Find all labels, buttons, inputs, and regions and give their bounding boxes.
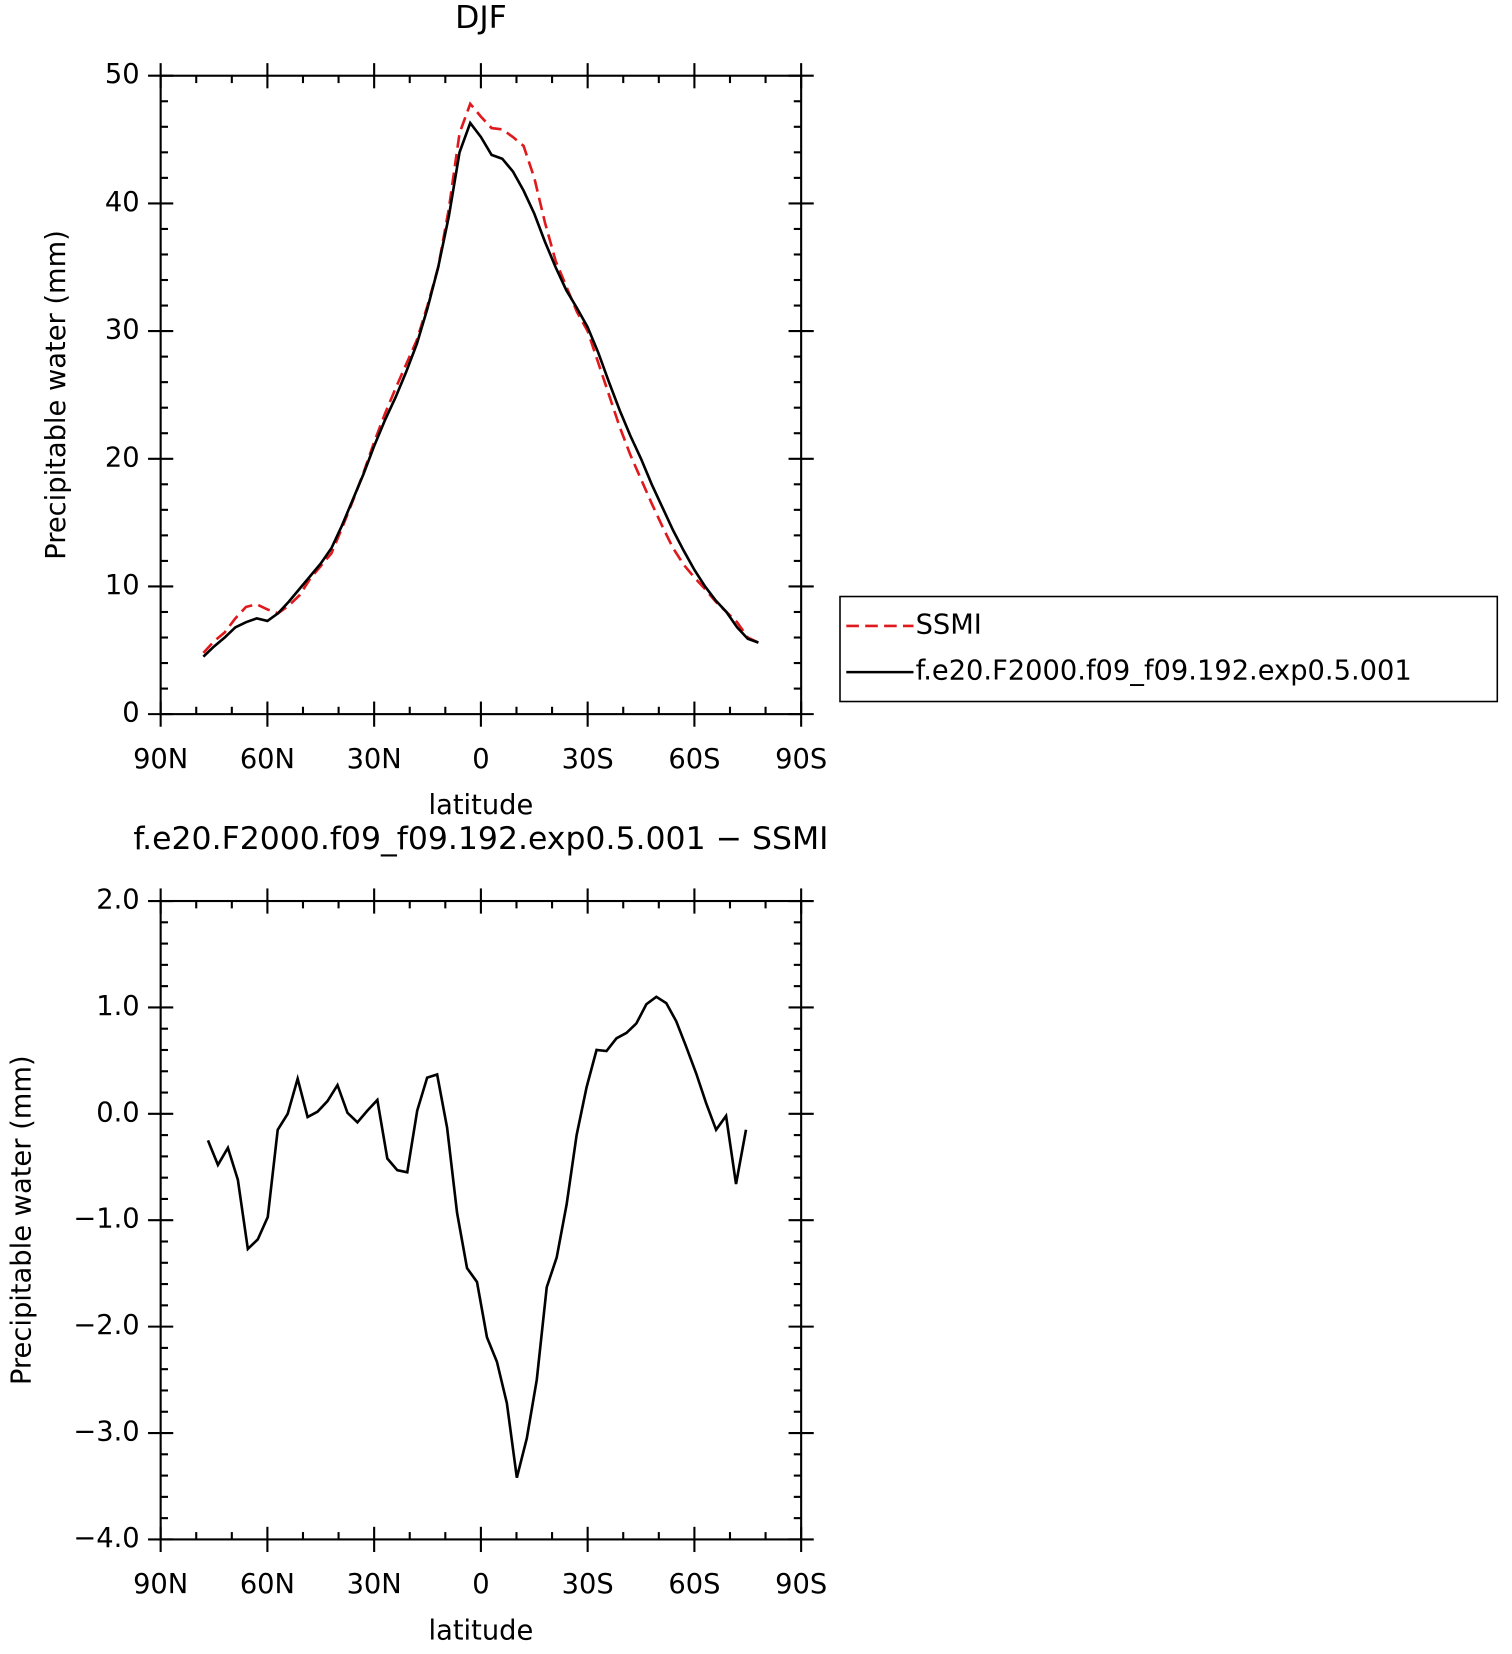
- y-tick-label: 30: [105, 315, 140, 346]
- x-axis-label: latitude: [429, 790, 534, 821]
- y-axis-label: Precipitable water (mm): [41, 230, 72, 560]
- x-tick-label: 90S: [775, 744, 827, 775]
- legend-box: [839, 595, 1499, 703]
- y-tick-label: 0.0: [96, 1097, 139, 1128]
- data-line: [206, 995, 748, 1479]
- x-tick-label: 90S: [775, 1569, 827, 1600]
- chart-title: DJF: [455, 0, 507, 36]
- x-tick-label: 0: [472, 744, 489, 775]
- x-tick-label: 60N: [240, 744, 295, 775]
- y-tick-label: 1.0: [96, 991, 139, 1022]
- data-line: [202, 101, 760, 654]
- x-tick-label: 0: [472, 1569, 489, 1600]
- x-tick-label: 30N: [347, 1569, 402, 1600]
- x-axis-label: latitude: [429, 1615, 534, 1646]
- x-tick-label: 90N: [133, 744, 188, 775]
- y-axis-label: Precipitable water (mm): [7, 1055, 38, 1385]
- chart-title: f.e20.F2000.f09_f09.192.exp0.5.001 − SSM…: [133, 821, 828, 857]
- legend-label: f.e20.F2000.f09_f09.192.exp0.5.001: [916, 656, 1412, 687]
- y-tick-label: −4.0: [73, 1523, 139, 1554]
- y-tick-label: 10: [105, 570, 140, 601]
- y-tick-label: 0: [122, 698, 139, 729]
- y-tick-label: −2.0: [73, 1310, 139, 1341]
- y-tick-label: 2.0: [96, 885, 139, 916]
- x-tick-label: 90N: [133, 1569, 188, 1600]
- x-tick-label: 30S: [562, 1569, 614, 1600]
- y-tick-label: 20: [105, 442, 140, 473]
- y-tick-label: −3.0: [73, 1417, 139, 1448]
- legend-label: SSMI: [916, 609, 982, 640]
- x-tick-label: 30S: [562, 744, 614, 775]
- y-tick-label: 40: [105, 187, 140, 218]
- x-tick-label: 60N: [240, 1569, 295, 1600]
- x-tick-label: 30N: [347, 744, 402, 775]
- x-tick-label: 60S: [668, 744, 720, 775]
- data-line: [202, 120, 759, 658]
- plot-frame: [159, 899, 803, 1541]
- x-tick-label: 60S: [668, 1569, 720, 1600]
- y-tick-label: 50: [105, 59, 140, 90]
- y-tick-label: −1.0: [73, 1204, 139, 1235]
